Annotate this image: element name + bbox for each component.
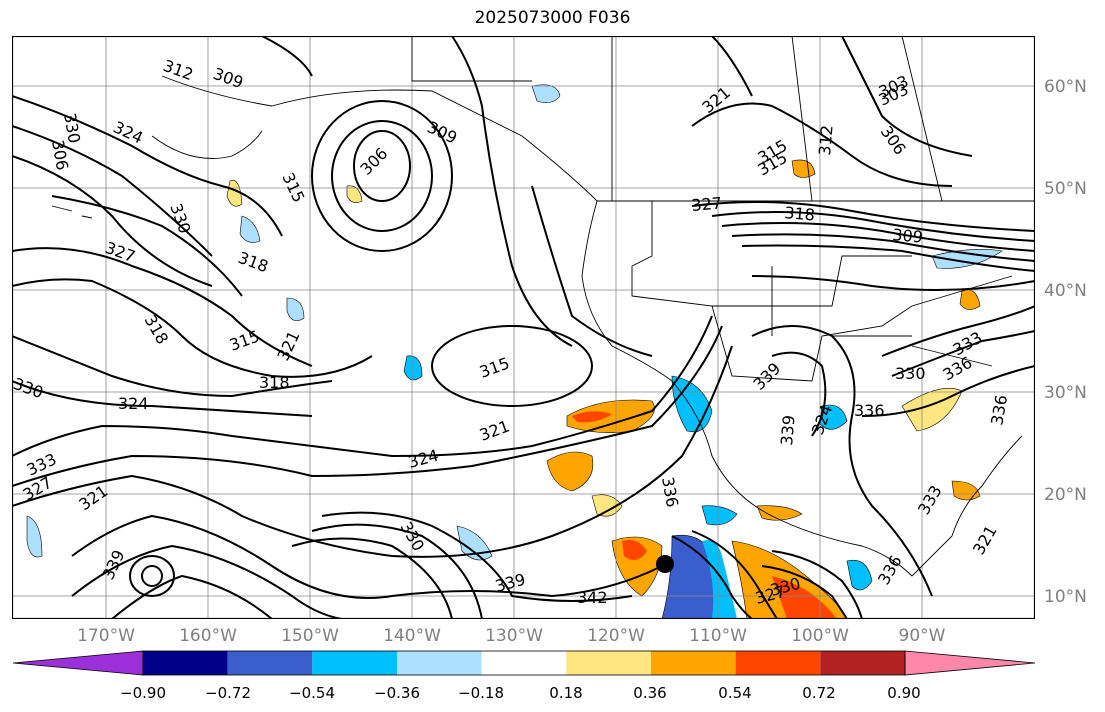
contour-label: 318 <box>784 203 816 225</box>
colorbar-tick-label: −0.90 <box>120 684 166 702</box>
map-panel: 312 309 306 303 330 324 306 309 315 315 … <box>12 36 1035 619</box>
colorbar-segment <box>566 651 651 675</box>
map-title: 2025073000 F036 <box>474 8 631 28</box>
contour-label: 324 <box>118 394 149 413</box>
colorbar-tick-label: 0.72 <box>802 684 836 702</box>
colorbar-tick-label: 0.90 <box>887 684 921 702</box>
lon-label: 110°W <box>689 626 747 646</box>
colorbar-segment <box>481 651 567 675</box>
colorbar-tick-label: −0.36 <box>374 684 420 702</box>
colorbar-segment <box>820 651 905 675</box>
lon-label: 120°W <box>587 626 645 646</box>
map-frame <box>12 36 1035 619</box>
colorbar-segment <box>904 650 1036 676</box>
lat-label: 60°N <box>1044 77 1087 97</box>
colorbar-tick-label: −0.18 <box>458 684 504 702</box>
coastlines <box>51 36 1035 577</box>
lon-label: 90°W <box>898 626 946 646</box>
lat-label: 20°N <box>1044 485 1087 505</box>
storm-center-marker <box>656 555 674 573</box>
lon-label: 170°W <box>77 626 135 646</box>
height-contours <box>12 36 1035 619</box>
colorbar-segment <box>397 651 482 675</box>
colorbar-segment <box>651 651 736 675</box>
lon-label: 150°W <box>281 626 339 646</box>
contour-label: 312 <box>815 124 837 156</box>
colorbar-segment <box>227 651 313 675</box>
colorbar-segment <box>312 651 397 675</box>
contour-label: 339 <box>777 414 799 446</box>
colorbar-tick-label: 0.36 <box>633 684 667 702</box>
lat-label: 30°N <box>1044 383 1087 403</box>
lon-label: 160°W <box>179 626 237 646</box>
colorbar-tick-label: 0.18 <box>549 684 583 702</box>
lon-label: 130°W <box>485 626 543 646</box>
colorbar-outline <box>142 650 906 676</box>
lat-label: 40°N <box>1044 281 1087 301</box>
colorbar <box>12 650 1036 676</box>
anomaly-fills <box>26 84 1003 619</box>
contour-label: 336 <box>854 401 885 420</box>
contour-label: 330 <box>895 364 926 383</box>
colorbar-segment <box>12 650 144 676</box>
lon-label: 100°W <box>791 626 849 646</box>
map-canvas: 312 309 306 303 330 324 306 309 315 315 … <box>12 36 1035 619</box>
lat-label: 50°N <box>1044 179 1087 199</box>
colorbar-tick-label: −0.54 <box>289 684 335 702</box>
contour-label: 342 <box>577 588 608 607</box>
lon-label: 140°W <box>383 626 441 646</box>
lat-label: 10°N <box>1044 587 1087 607</box>
contour-label: 327 <box>691 193 723 215</box>
colorbar-segment <box>735 651 821 675</box>
contour-label: 318 <box>259 373 290 392</box>
contour-label: 309 <box>892 225 924 247</box>
colorbar-segment <box>143 651 228 675</box>
colorbar-tick-label: 0.54 <box>718 684 752 702</box>
colorbar-tick-label: −0.72 <box>205 684 251 702</box>
